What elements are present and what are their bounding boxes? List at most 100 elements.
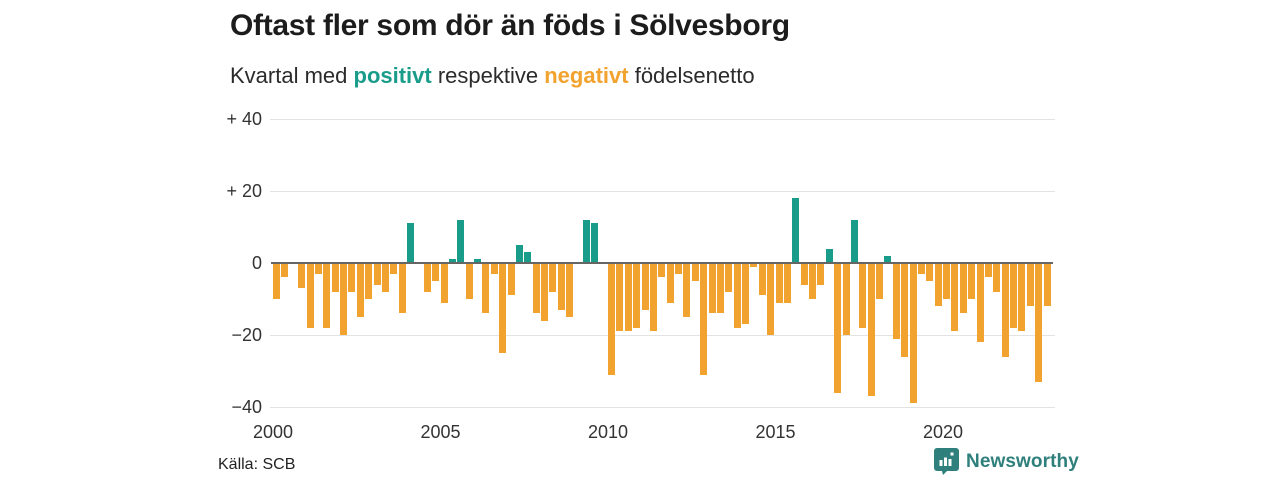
bar-2022q2: [1018, 263, 1026, 332]
bar-2021q4: [1001, 263, 1009, 357]
bar-2015q4: [800, 263, 808, 285]
bar-2006q2: [482, 263, 490, 314]
bar-2008q4: [566, 263, 574, 317]
bar-2007q4: [532, 263, 540, 314]
bar-2016q4: [834, 263, 842, 393]
bar-2008q2: [549, 263, 557, 292]
bar-2019q2: [917, 263, 925, 274]
bar-2023q1: [1043, 263, 1051, 307]
bar-2003q2: [381, 263, 389, 292]
y-tick-label-20: + 20: [226, 181, 262, 201]
bar-2013q2: [716, 263, 724, 314]
gridline--20: [270, 335, 1055, 336]
bar-2020q1: [943, 263, 950, 299]
bar-2018q4: [901, 263, 909, 357]
subtitle-tail: födelsenetto: [628, 63, 755, 88]
bar-2011q1: [641, 263, 649, 310]
gridline-20: [270, 191, 1055, 192]
bar-2005q2: [448, 259, 456, 263]
bar-2014q1: [742, 263, 749, 325]
subtitle-positive-word: positivt: [353, 63, 432, 88]
y-tick-label-40: + 40: [226, 109, 262, 129]
bar-2021q3: [993, 263, 1001, 292]
bar-2016q2: [817, 263, 825, 285]
bar-2013q1: [708, 263, 716, 314]
bar-2001q1: [306, 263, 314, 328]
bar-2008q3: [557, 263, 565, 310]
bar-2022q4: [1035, 263, 1043, 382]
bar-2006q1: [474, 259, 481, 263]
bar-2018q1: [876, 263, 883, 299]
newsworthy-brand[interactable]: Newsworthy: [934, 448, 1079, 475]
bar-2009q2: [582, 219, 590, 263]
bar-2002q3: [356, 263, 364, 317]
x-tick-label-2010: 2010: [587, 422, 629, 442]
bar-2012q4: [700, 263, 708, 375]
bar-2019q3: [926, 263, 934, 281]
bar-2000q1: [273, 263, 280, 299]
bar-2020q4: [968, 263, 976, 299]
bar-2000q2: [281, 263, 289, 278]
x-tick-label-2020: 2020: [922, 422, 964, 442]
bar-2014q4: [767, 263, 775, 335]
bar-2018q3: [892, 263, 900, 339]
bar-2013q3: [725, 263, 733, 292]
y-tick-label--40: −40: [231, 397, 262, 417]
bar-2010q1: [608, 263, 615, 375]
bar-2011q3: [658, 263, 666, 278]
source-note: Källa: SCB: [218, 456, 296, 473]
bar-2011q4: [666, 263, 674, 303]
bar-2006q4: [499, 263, 507, 353]
x-tick-label-2000: 2000: [252, 422, 294, 442]
bar-2020q2: [951, 263, 959, 332]
y-tick-label-0: 0: [251, 253, 262, 273]
bar-2013q4: [733, 263, 741, 328]
bar-2000q4: [298, 263, 306, 289]
bar-2005q3: [457, 219, 465, 263]
bar-2007q1: [507, 263, 515, 296]
bar-2002q1: [340, 263, 347, 335]
bar-2014q3: [758, 263, 766, 296]
x-tick-label-2015: 2015: [755, 422, 796, 442]
bar-2021q2: [984, 263, 992, 278]
bar-2006q3: [490, 263, 498, 274]
bar-2005q1: [440, 263, 448, 303]
gridline--40: [270, 407, 1055, 408]
bar-2015q2: [783, 263, 791, 303]
bar-2008q1: [541, 263, 548, 321]
bar-2010q2: [616, 263, 624, 332]
gridline-40: [270, 119, 1055, 120]
zero-axis-line: [271, 262, 1053, 264]
subtitle-lead: Kvartal med: [230, 63, 354, 88]
bar-2001q3: [323, 263, 331, 328]
bar-2003q3: [390, 263, 398, 274]
bar-2001q4: [331, 263, 339, 292]
bar-2017q1: [842, 263, 850, 335]
bar-2005q4: [465, 263, 473, 299]
bar-2010q4: [633, 263, 641, 328]
bar-2016q3: [825, 248, 833, 263]
bar-2015q3: [792, 198, 800, 263]
bar-2009q3: [591, 223, 599, 263]
bar-2017q2: [850, 219, 858, 263]
bar-2012q3: [691, 263, 699, 281]
bar-2021q1: [976, 263, 984, 343]
bar-2003q4: [398, 263, 406, 314]
bar-2016q1: [809, 263, 816, 299]
bar-2007q3: [524, 252, 532, 263]
x-tick-label-2005: 2005: [420, 422, 461, 442]
subtitle-negative-word: negativt: [544, 63, 629, 88]
bar-2004q4: [432, 263, 440, 281]
bar-2011q2: [649, 263, 657, 332]
bar-2012q2: [683, 263, 691, 317]
newsworthy-logo-icon: [934, 448, 959, 475]
subtitle-middle: respektive: [431, 63, 545, 88]
bar-2019q1: [909, 263, 917, 404]
bar-2015q1: [775, 263, 783, 303]
bar-2002q4: [365, 263, 373, 299]
chart-title: Oftast fler som dör än föds i Sölvesborg: [230, 9, 790, 42]
y-tick-label--20: −20: [231, 325, 262, 345]
bar-2020q3: [959, 263, 967, 314]
bar-2004q3: [423, 263, 431, 292]
